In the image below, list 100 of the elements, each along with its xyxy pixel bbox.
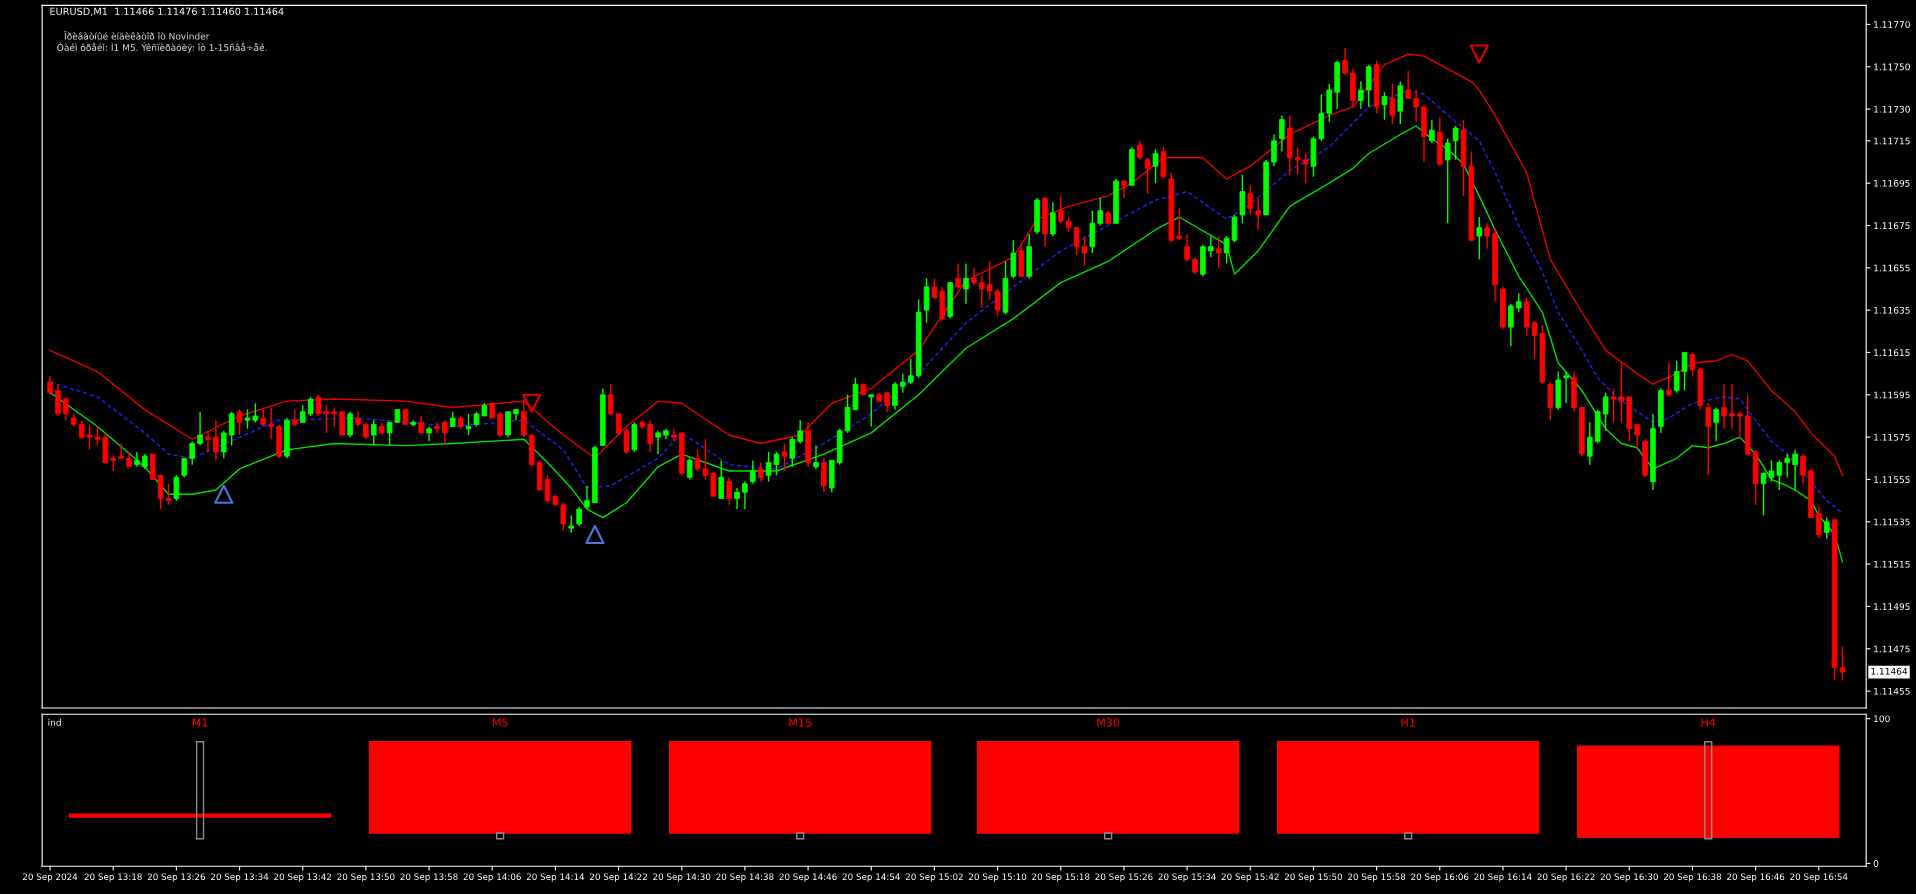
x-tick-label: 20 Sep 15:10	[969, 873, 1027, 882]
candlestick	[971, 267, 977, 286]
candlestick	[734, 487, 740, 510]
x-tick-label: 20 Sep 16:22	[1537, 873, 1595, 882]
candlestick	[750, 459, 756, 485]
annotation: H4	[1701, 718, 1716, 727]
candlestick	[1255, 197, 1261, 231]
candlestick	[1413, 89, 1419, 123]
x-tick-label: 20 Sep 13:34	[211, 873, 269, 882]
candlestick	[1294, 146, 1301, 176]
candlestick	[607, 383, 614, 417]
candlestick	[1121, 180, 1127, 199]
y-tick-label: 1.11695	[1874, 179, 1910, 187]
candlestick	[1452, 125, 1459, 161]
bar	[1404, 832, 1413, 840]
candlestick	[1681, 351, 1688, 392]
line-series	[49, 53, 1844, 476]
x-tick-label: 20 Sep 16:30	[1600, 873, 1658, 882]
candlestick	[1050, 201, 1056, 237]
annotation: M15	[789, 718, 812, 727]
point	[1469, 44, 1489, 64]
chart-title: ind	[48, 718, 61, 726]
x-tick-label: 20 Sep 13:42	[274, 873, 332, 882]
annotation: Ïðèâàòíûé èíäèêàòîð îò Novinder	[64, 31, 210, 40]
candlestick	[181, 457, 188, 479]
candlestick	[521, 398, 527, 438]
candlestick	[1405, 70, 1411, 100]
candlestick	[821, 457, 827, 493]
candlestick	[1184, 233, 1190, 263]
candlestick	[236, 408, 243, 436]
candlestick	[955, 262, 961, 290]
candlestick	[1239, 173, 1246, 225]
point	[214, 484, 234, 504]
candlestick	[1634, 423, 1640, 451]
x-tick-label: 20 Sep 15:42	[1221, 873, 1279, 882]
candlestick	[994, 288, 1001, 318]
candlestick	[1010, 239, 1017, 280]
candlestick	[986, 260, 993, 301]
annotation: M30	[1097, 718, 1120, 727]
x-tick-label: 20 Sep 16:46	[1727, 873, 1785, 882]
candlestick	[1381, 91, 1388, 121]
candlestick	[797, 419, 803, 445]
candlestick	[505, 411, 511, 438]
x-tick-label: 20 Sep 14:54	[842, 873, 900, 882]
candlestick	[1302, 152, 1309, 184]
candlestick	[1057, 195, 1064, 225]
y-tick-label: 1.11495	[1874, 603, 1910, 611]
bar	[1577, 745, 1840, 839]
x-tick-label: 20 Sep 14:22	[590, 873, 647, 882]
x-tick-label: 20 Sep 15:02	[905, 873, 963, 882]
candlestick	[1602, 391, 1609, 432]
candlestick	[1326, 82, 1333, 123]
x-tick-label: 20 Sep 15:18	[1032, 873, 1090, 882]
candlestick	[292, 408, 298, 428]
bar	[976, 741, 1240, 834]
candlestick	[197, 411, 203, 447]
y-tick-label: 1.11750	[1874, 63, 1910, 71]
bar	[195, 741, 205, 840]
candlestick	[1705, 402, 1712, 476]
x-tick-label: 20 Sep 15:50	[1284, 873, 1343, 882]
candlestick	[584, 485, 590, 510]
x-tick-label: 20 Sep 14:06	[463, 873, 521, 882]
candlestick	[228, 411, 235, 447]
candlestick	[1665, 362, 1672, 398]
bar	[1103, 832, 1113, 840]
bar	[796, 832, 805, 840]
candlestick	[434, 421, 440, 434]
candlestick	[1271, 133, 1277, 167]
candlestick	[1208, 235, 1214, 258]
candlestick	[892, 381, 898, 411]
candlestick	[781, 442, 788, 472]
candlestick	[1279, 114, 1285, 153]
candlestick	[1515, 292, 1522, 313]
bar	[668, 741, 932, 834]
candlestick	[1563, 370, 1569, 404]
candlestick	[220, 430, 227, 459]
candlestick	[710, 472, 717, 498]
candlestick	[244, 408, 251, 430]
point	[585, 524, 605, 545]
candlestick	[1097, 197, 1104, 227]
candlestick	[923, 277, 930, 324]
candlestick	[78, 419, 85, 440]
candlestick	[339, 411, 345, 436]
x-tick-label: 20 Sep 14:30	[653, 873, 711, 882]
candlestick	[884, 391, 890, 413]
candlestick	[686, 457, 693, 481]
x-tick-label: 20 Sep 15:34	[1158, 873, 1216, 882]
candlestick	[1823, 516, 1830, 540]
y-tick-label: 1.11615	[1874, 349, 1910, 357]
x-tick-label: 20 Sep 15:58	[1348, 873, 1406, 882]
candlestick	[1144, 157, 1151, 195]
candlestick	[1800, 453, 1806, 485]
candlestick	[1476, 216, 1483, 261]
annotation: Òàéì ôðåéì: Ì1 M5. Ýêñïèðàöèÿ: îò 1-15ñâå÷åé.	[57, 42, 267, 53]
candlestick	[1365, 63, 1372, 108]
annotation: M5	[492, 718, 508, 727]
candlestick	[1689, 351, 1696, 377]
candlestick	[900, 372, 906, 394]
x-tick-label: 20 Sep 13:26	[147, 873, 206, 882]
x-tick-label: 20 Sep 16:38	[1663, 873, 1722, 882]
